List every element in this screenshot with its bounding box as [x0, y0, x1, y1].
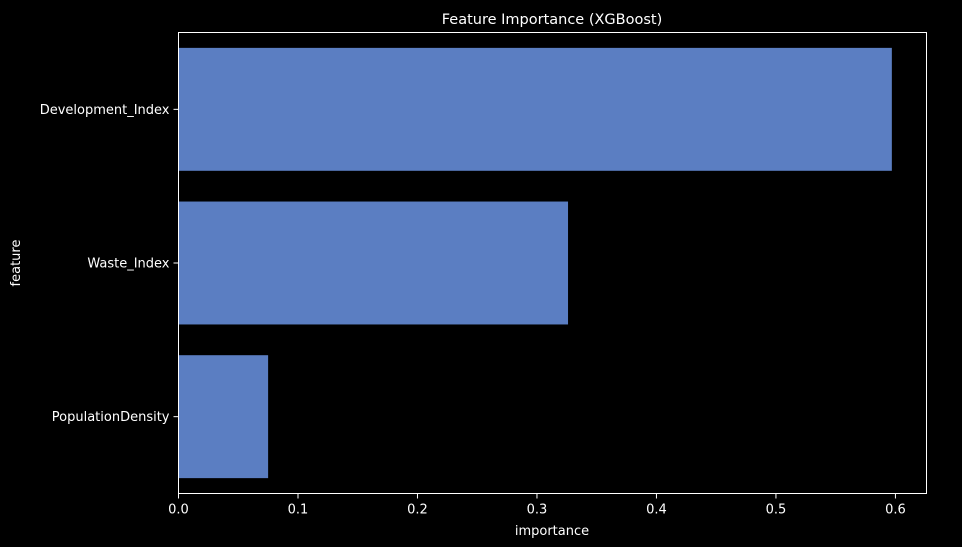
x-tick-label: 0.2	[407, 503, 428, 518]
chart-title: Feature Importance (XGBoost)	[442, 12, 663, 28]
x-tick-label: 0.1	[288, 503, 309, 518]
y-ticks-layer: Development_Index Waste_Index PopulationDe…	[40, 103, 179, 425]
bar-waste-index	[178, 201, 569, 325]
bar-development-index	[178, 47, 892, 171]
x-axis-label: importance	[515, 524, 589, 539]
y-tick-label: PopulationDensity	[52, 410, 170, 425]
x-tick-label: 0.0	[168, 503, 189, 518]
x-tick-label: 0.3	[527, 503, 548, 518]
x-ticks-layer: 0.0 0.1 0.2 0.3 0.4 0.5 0.6	[168, 493, 906, 518]
bars-layer	[178, 47, 892, 479]
y-axis-label: feature	[9, 240, 24, 287]
y-tick-label: Development_Index	[40, 103, 170, 118]
y-tick-label: Waste_Index	[87, 257, 169, 272]
x-tick-label: 0.5	[766, 503, 787, 518]
x-tick-label: 0.4	[646, 503, 667, 518]
bar-populationdensity	[178, 355, 269, 479]
x-tick-label: 0.6	[885, 503, 906, 518]
